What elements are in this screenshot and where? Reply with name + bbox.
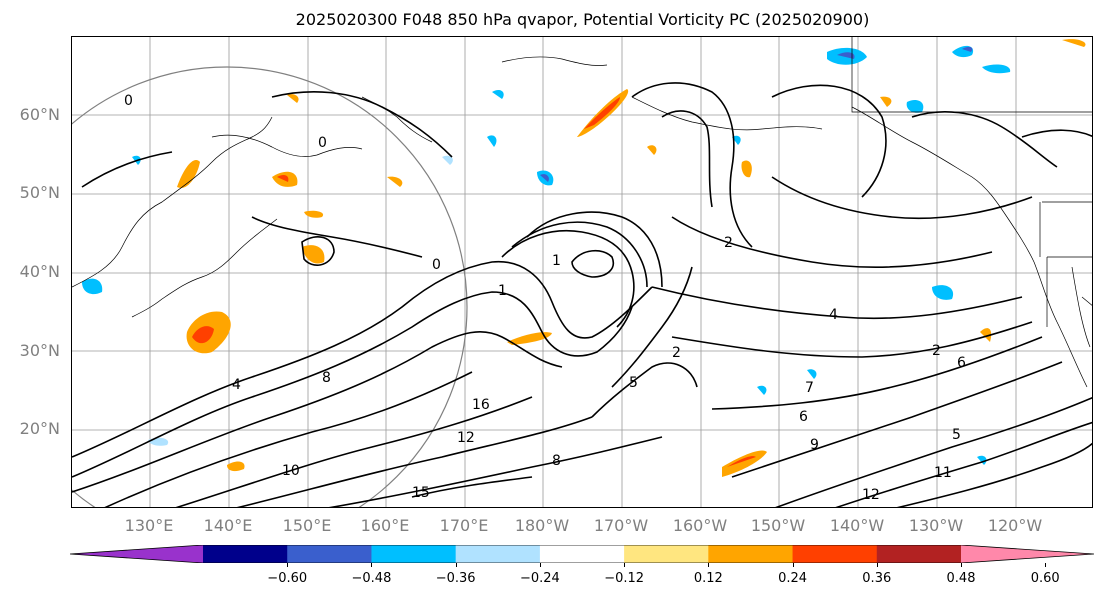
colorbar-cell [455,545,541,563]
contour-label: 8 [322,370,331,386]
contour-label: 12 [457,430,475,446]
colorbar [70,545,1094,563]
contour-label: 8 [552,453,561,469]
contour-label: 10 [282,463,300,479]
colorbar-tick-mark [1045,563,1047,567]
contour-label: 12 [862,487,880,503]
contour-label: 4 [829,307,838,323]
colorbar-extend-low [70,545,203,563]
colorbar-tick-label: 0.24 [778,571,808,586]
lat-label-40n: 40°N [19,262,60,281]
lon-label-160w: 160°W [672,516,728,535]
colorbar-tick-label: 0.36 [862,571,892,586]
colorbar-tick-mark [792,563,794,567]
pv-contours [72,82,1092,507]
lon-label-130w: 130°W [908,516,964,535]
lon-label-150e: 150°E [282,516,332,535]
lon-label-180w: 180°W [514,516,570,535]
contour-label: 5 [952,427,961,443]
contour-label: 1 [552,253,561,269]
plot-title: 2025020300 F048 850 hPa qvapor, Potentia… [295,10,870,29]
contour-label: 9 [810,437,819,453]
contour-label: 1 [498,283,507,299]
colorbar-tick-mark [371,563,373,567]
colorbar-cell [876,545,962,563]
colorbar-tick-mark [287,563,289,567]
lon-label-130e: 130°E [124,516,174,535]
contour-label: 11 [934,465,952,481]
contour-label: 4 [232,377,241,393]
colorbar-tick-mark [539,563,541,567]
contour-label: 0 [432,257,441,273]
lat-label-30n: 30°N [19,341,60,360]
contour-label: 5 [629,375,638,391]
colorbar-cell [371,545,457,563]
colorbar-cell [287,545,372,563]
colorbar-tick-mark [708,563,710,567]
contour-label: 0 [318,135,327,151]
colorbar-cell [624,545,709,563]
colorbar-tick-label: −0.48 [351,571,392,586]
contour-labels: 0 0 0 1 1 2 2 2 4 4 5 5 6 6 7 8 8 9 10 1… [124,93,966,503]
shading-positive [177,39,1086,477]
colorbar-tick-label: 0.12 [693,571,723,586]
colorbar-cell [203,545,288,563]
contour-label: 16 [472,397,490,413]
lon-label-170e: 170°E [439,516,489,535]
colorbar-tick-label: 0.60 [1030,571,1060,586]
lon-label-140e: 140°E [203,516,253,535]
lon-label-150w: 150°W [750,516,806,535]
range-circle [72,66,468,507]
colorbar-cell [792,545,878,563]
map-panel: 0 0 0 1 1 2 2 2 4 4 5 5 6 6 7 8 8 9 10 1… [71,36,1093,508]
lat-label-20n: 20°N [19,419,60,438]
contour-label: 2 [932,343,941,359]
lon-label-120w: 120°W [987,516,1043,535]
colorbar-tick-label: −0.60 [267,571,308,586]
graticule [72,37,1092,507]
contour-label: 2 [672,345,681,361]
lat-label-50n: 50°N [19,183,60,202]
lon-label-170w: 170°W [593,516,649,535]
contour-label: 0 [124,93,133,109]
contour-label: 6 [957,355,966,371]
colorbar-cell [539,545,625,563]
lon-label-140w: 140°W [829,516,885,535]
lat-label-60n: 60°N [19,105,60,124]
colorbar-tick-label: −0.36 [435,571,476,586]
colorbar-tick-label: −0.12 [604,571,645,586]
contour-label: 7 [805,380,814,396]
map-svg: 0 0 0 1 1 2 2 2 4 4 5 5 6 6 7 8 8 9 10 1… [72,37,1092,507]
contour-label: 2 [724,235,733,251]
contour-label: 6 [799,409,808,425]
colorbar-tick-mark [961,563,962,567]
contour-label: 15 [412,485,430,501]
colorbar-tick-label: 0.48 [946,571,976,586]
coastlines [72,37,1092,388]
shading-negative [82,45,1011,465]
lon-label-160e: 160°E [360,516,410,535]
colorbar-tick-mark [624,563,626,567]
colorbar-cell [708,545,794,563]
colorbar-extend-high [961,545,1094,563]
colorbar-tick-label: −0.24 [519,571,560,586]
colorbar-tick-mark [876,563,878,567]
colorbar-tick-mark [455,563,457,567]
